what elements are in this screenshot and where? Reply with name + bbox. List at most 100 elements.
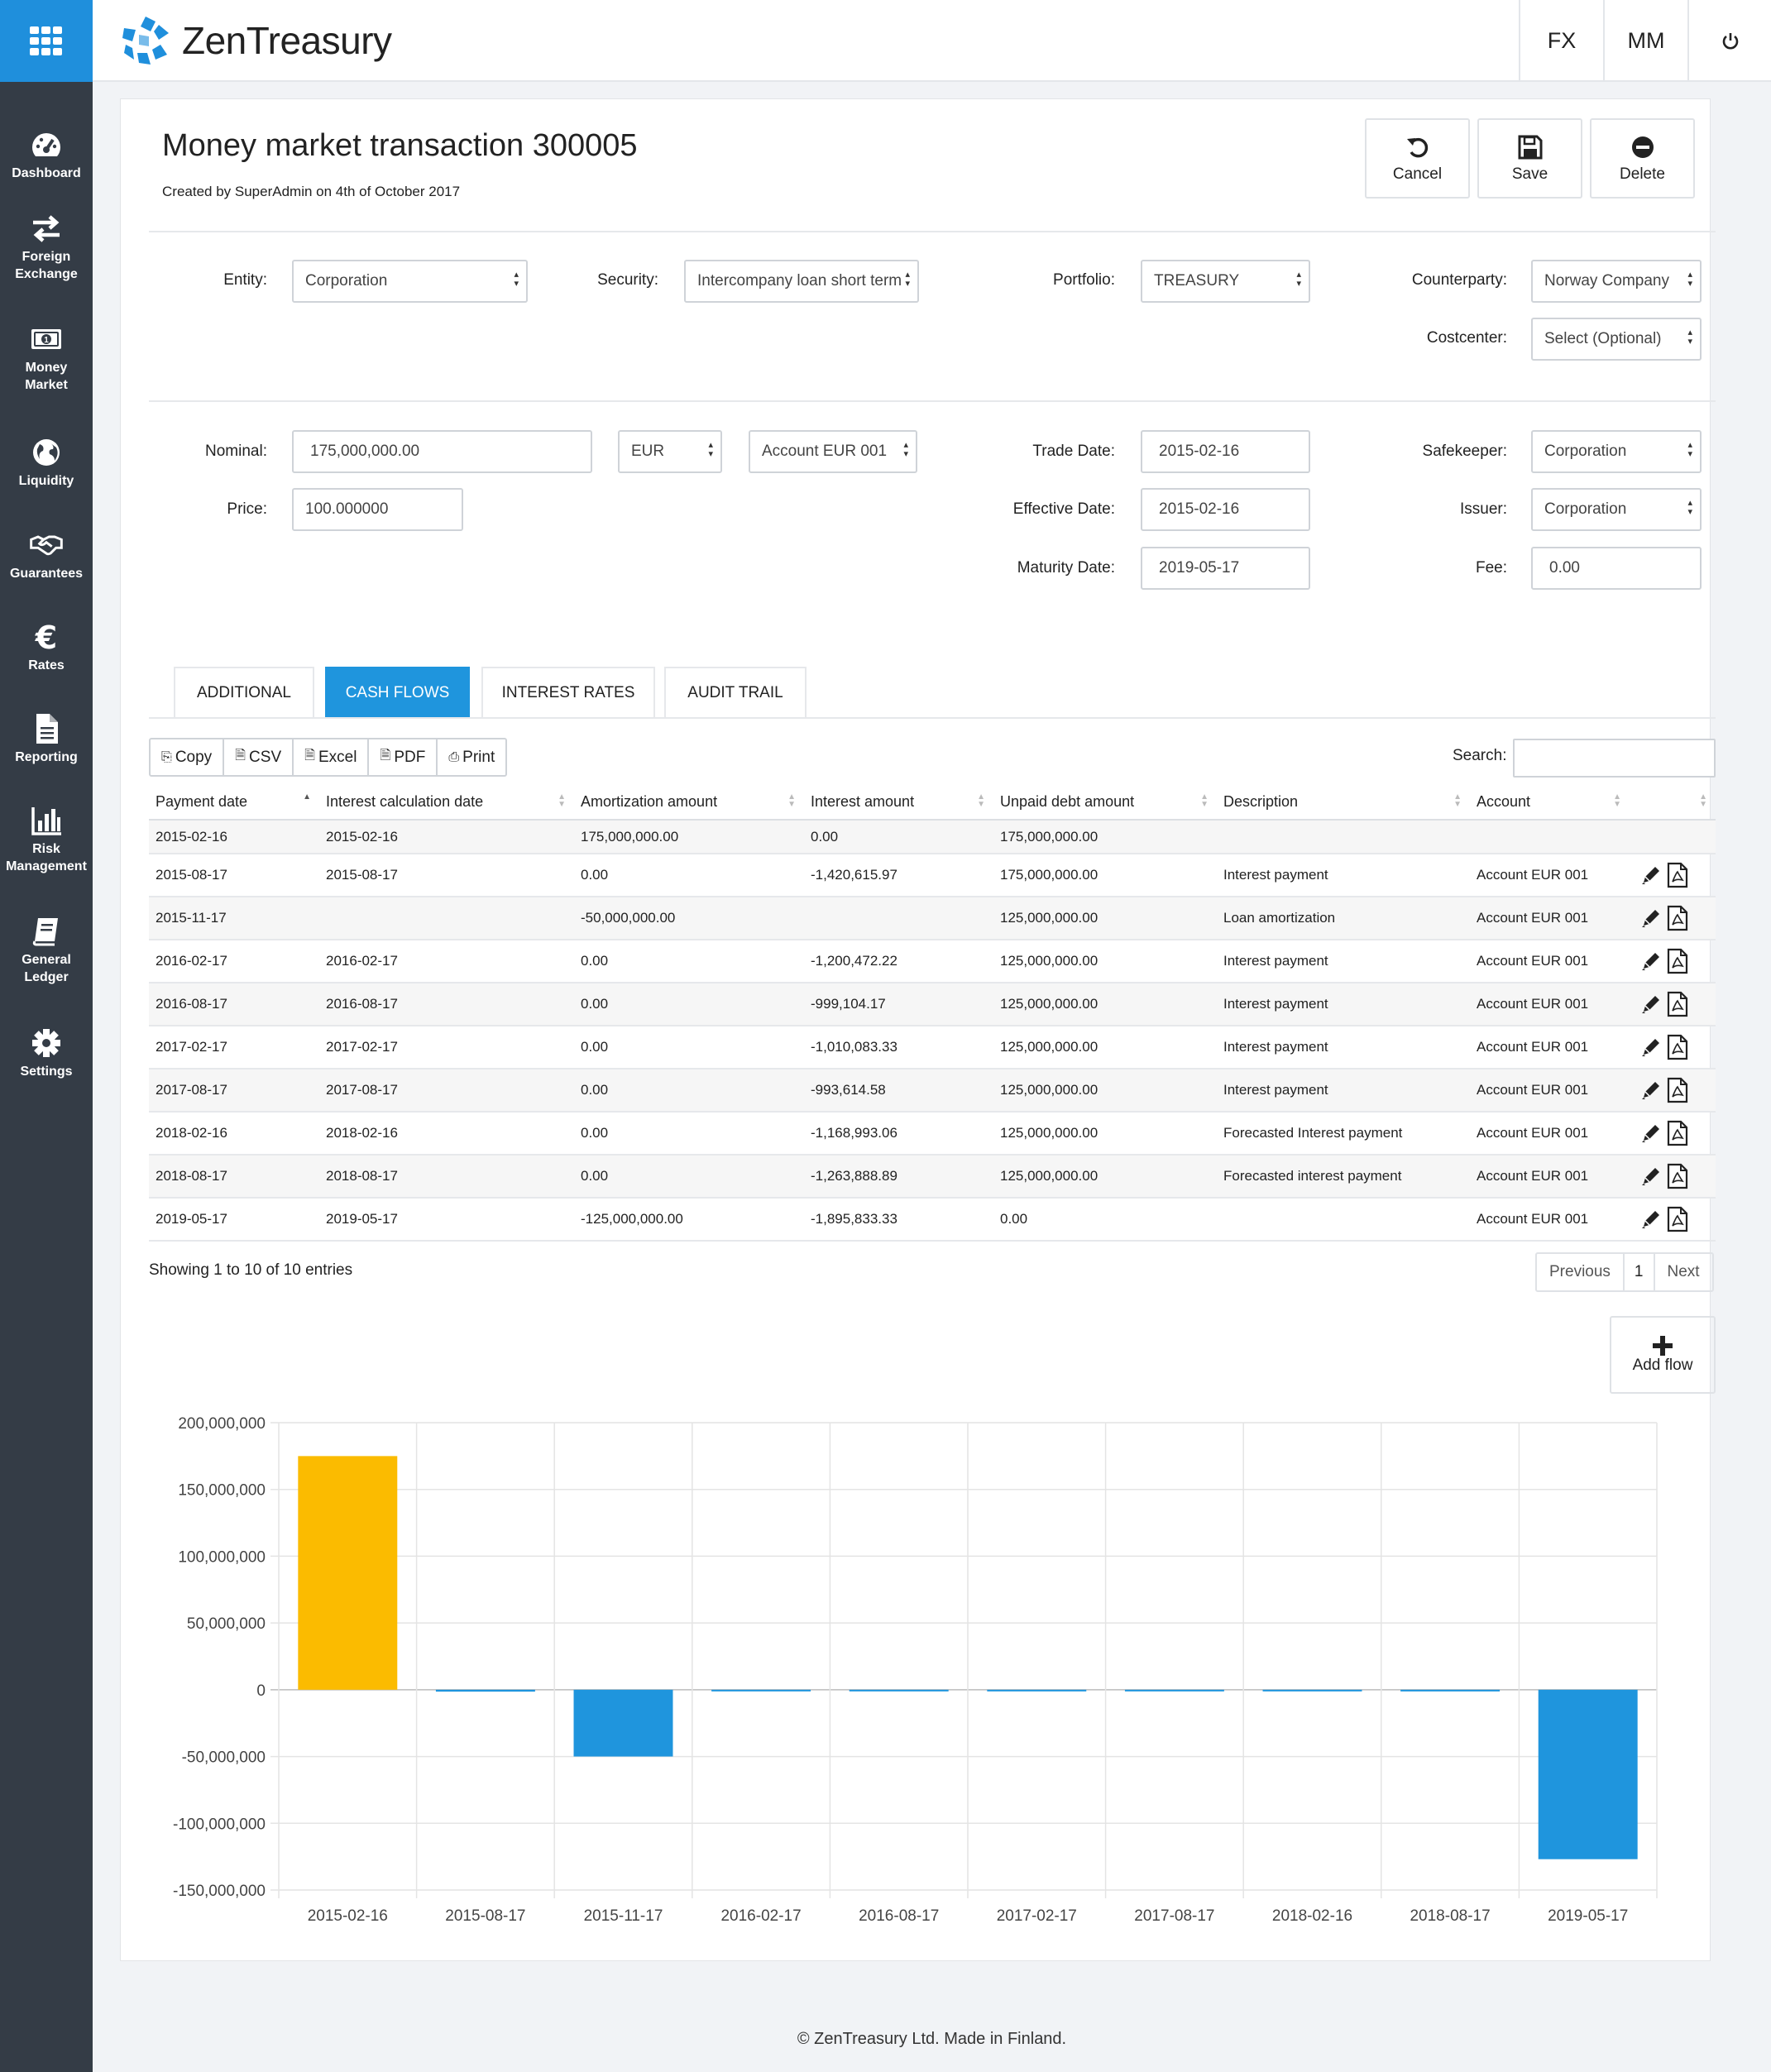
banknote-icon: 1 (31, 329, 61, 349)
interest-cell: -1,420,615.97 (804, 854, 993, 897)
bar-2016-02-17 (711, 1689, 811, 1692)
file-pdf-icon[interactable] (1666, 1206, 1689, 1232)
delete-button[interactable]: Delete (1590, 118, 1695, 199)
sidebar-item-guarantees[interactable]: Guarantees (0, 511, 93, 601)
x-tick-label: 2016-02-17 (720, 1907, 801, 1925)
fee-input[interactable]: 0.00 (1531, 547, 1702, 590)
pencil-icon[interactable] (1639, 1036, 1663, 1059)
nominal-label: Nominal: (205, 443, 267, 460)
handshake-icon (30, 534, 63, 555)
pencil-icon[interactable] (1639, 1208, 1663, 1231)
cancel-button[interactable]: Cancel (1365, 118, 1470, 199)
price-input[interactable]: 100.000000 (292, 488, 463, 531)
row-actions-cell (1630, 820, 1716, 854)
currency-select[interactable]: EUR (618, 430, 722, 473)
column-header-interest-calc-date[interactable]: Interest calculation date ▲ ▼ (319, 784, 574, 821)
column-header-actions[interactable]: ▲ ▼ (1630, 784, 1716, 821)
print-button[interactable]: ⎙ Print (438, 739, 505, 775)
sidebar-item-dashboard[interactable]: Dashboard (0, 111, 93, 200)
pencil-icon[interactable] (1639, 950, 1663, 973)
file-pdf-icon[interactable] (1666, 948, 1689, 974)
column-header-account[interactable]: Account ▲ ▼ (1470, 784, 1630, 821)
excel-button[interactable]: 🗎 Excel (294, 739, 370, 775)
pencil-icon[interactable] (1639, 993, 1663, 1016)
column-header-description[interactable]: Description ▲ ▼ (1217, 784, 1470, 821)
maturity-date-input[interactable]: 2019-05-17 (1141, 547, 1310, 590)
row-actions-cell (1630, 854, 1716, 897)
table-row[interactable]: 2016-08-17 2016-08-17 0.00 -999,104.17 125,0… (149, 983, 1716, 1026)
csv-label: CSV (249, 748, 282, 766)
page-title: Money market transaction 300005 (162, 128, 638, 163)
save-button[interactable]: Save (1477, 118, 1582, 199)
file-pdf-icon[interactable] (1666, 1034, 1689, 1060)
copy-icon: ⎘ (161, 749, 172, 764)
tab-interest-rates[interactable]: INTEREST RATES (481, 667, 655, 718)
file-pdf-icon[interactable] (1666, 1120, 1689, 1146)
table-row[interactable]: 2017-08-17 2017-08-17 0.00 -993,614.58 125,0… (149, 1069, 1716, 1113)
search-input[interactable] (1513, 739, 1716, 778)
column-header-unpaid-debt[interactable]: Unpaid debt amount ▲ ▼ (993, 784, 1217, 821)
file-pdf-icon[interactable] (1666, 905, 1689, 931)
amortization-cell: 0.00 (574, 1026, 804, 1069)
table-row[interactable]: 2015-11-17 -50,000,000.00 125,000,000.00 Lo… (149, 897, 1716, 940)
sidebar-item-general-ledger[interactable]: General Ledger (0, 907, 93, 996)
sidebar-item-liquidity[interactable]: Liquidity (0, 419, 93, 508)
portfolio-select[interactable]: TREASURY (1141, 260, 1310, 303)
sidebar-item-money-market[interactable]: 1 Money Market (0, 314, 93, 404)
file-pdf-icon[interactable] (1666, 1077, 1689, 1103)
issuer-select[interactable]: Corporation (1531, 488, 1702, 531)
sidebar-item-settings[interactable]: Settings (0, 1009, 93, 1098)
mm-button[interactable]: MM (1603, 0, 1687, 82)
tab-cash-flows[interactable]: CASH FLOWS (325, 667, 470, 718)
power-button[interactable] (1687, 0, 1771, 82)
sidebar-item-foreign-exchange[interactable]: Foreign Exchange (0, 203, 93, 293)
pencil-icon[interactable] (1639, 1122, 1663, 1145)
pencil-icon[interactable] (1639, 1165, 1663, 1188)
counterparty-label: Counterparty: (1411, 271, 1507, 289)
csv-button[interactable]: 🗎 CSV (224, 739, 294, 775)
file-pdf-icon[interactable] (1666, 1163, 1689, 1189)
copy-button[interactable]: ⎘ Copy (151, 739, 225, 775)
previous-page-button[interactable]: Previous (1537, 1254, 1625, 1290)
pencil-icon[interactable] (1639, 864, 1663, 887)
add-flow-button[interactable]: Add flow (1610, 1316, 1716, 1394)
sidebar-item-rates[interactable]: € Rates (0, 603, 93, 692)
apps-grid-button[interactable] (0, 0, 93, 82)
tab-audit-trail[interactable]: AUDIT TRAIL (664, 667, 807, 718)
table-row[interactable]: 2015-08-17 2015-08-17 0.00 -1,420,615.97 175… (149, 854, 1716, 897)
page-1-button[interactable]: 1 (1625, 1254, 1655, 1290)
fx-button[interactable]: FX (1519, 0, 1603, 82)
interest-cell: -1,263,888.89 (804, 1155, 993, 1199)
nominal-input[interactable]: 175,000,000.00 (292, 430, 592, 473)
pdf-button[interactable]: 🗎 PDF (369, 739, 438, 775)
counterparty-select[interactable]: Norway Company (1531, 260, 1702, 303)
amortization-cell: 0.00 (574, 1069, 804, 1113)
column-header-amortization[interactable]: Amortization amount ▲ ▼ (574, 784, 804, 821)
table-row[interactable]: 2019-05-17 2019-05-17 -125,000,000.00 -1,89… (149, 1198, 1716, 1242)
effective-date-input[interactable]: 2015-02-16 (1141, 488, 1310, 531)
account-select[interactable]: Account EUR 001 (749, 430, 917, 473)
pencil-icon[interactable] (1639, 907, 1663, 930)
table-row[interactable]: 2017-02-17 2017-02-17 0.00 -1,010,083.33 125… (149, 1026, 1716, 1069)
table-row[interactable]: 2016-02-17 2016-02-17 0.00 -1,200,472.22 125… (149, 940, 1716, 983)
pencil-icon[interactable] (1639, 1079, 1663, 1102)
column-header-payment-date[interactable]: Payment date ▲ (149, 784, 319, 821)
app-logo[interactable]: ZenTreasury (121, 15, 392, 66)
description-cell: Interest payment (1217, 1069, 1470, 1113)
trade-date-input[interactable]: 2015-02-16 (1141, 430, 1310, 473)
security-select[interactable]: Intercompany loan short term (684, 260, 919, 303)
table-row[interactable]: 2018-08-17 2018-08-17 0.00 -1,263,888.89 125… (149, 1155, 1716, 1199)
sidebar-item-risk-management[interactable]: Risk Management (0, 796, 93, 885)
sidebar-item-reporting[interactable]: Reporting (0, 695, 93, 784)
costcenter-select[interactable]: Select (Optional) (1531, 318, 1702, 361)
table-row[interactable]: 2018-02-16 2018-02-16 0.00 -1,168,993.06 125… (149, 1112, 1716, 1156)
safekeeper-select[interactable]: Corporation (1531, 430, 1702, 473)
column-header-interest[interactable]: Interest amount ▲ ▼ (804, 784, 993, 821)
next-page-button[interactable]: Next (1667, 1263, 1700, 1280)
description-cell (1217, 1198, 1470, 1242)
entity-select[interactable]: Corporation (292, 260, 528, 303)
file-pdf-icon[interactable] (1666, 991, 1689, 1017)
tab-additional[interactable]: ADDITIONAL (174, 667, 314, 718)
file-pdf-icon[interactable] (1666, 862, 1689, 888)
table-row[interactable]: 2015-02-16 2015-02-16 175,000,000.00 0.00 17… (149, 820, 1716, 854)
